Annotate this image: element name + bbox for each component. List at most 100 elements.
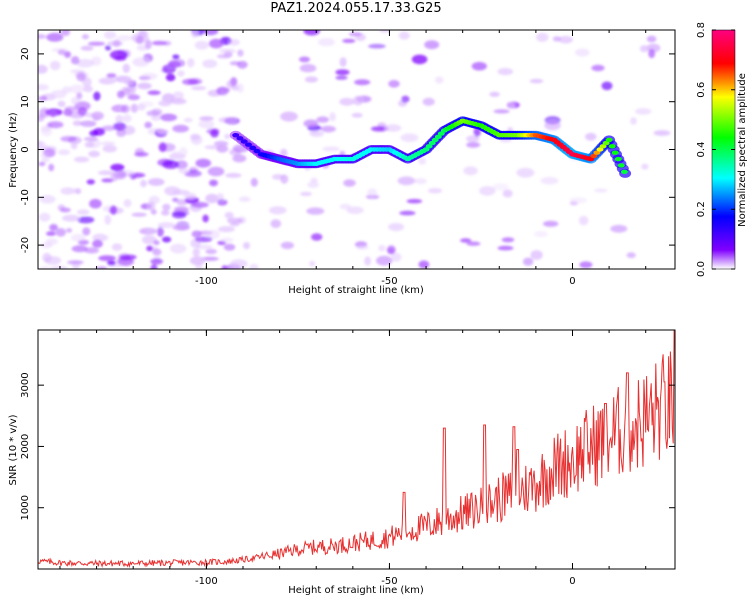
noise-cell: [98, 255, 116, 262]
noise-cell: [411, 54, 428, 65]
noise-cell: [221, 265, 229, 269]
colorbar-ticks: 0.0 0.2 0.4 0.6 0.8: [696, 22, 735, 277]
noise-cell: [544, 120, 561, 131]
noise-cell: [177, 70, 185, 77]
noise-cell: [42, 252, 52, 263]
noise-cell: [146, 245, 154, 252]
noise-cell: [117, 90, 125, 99]
ridge-cell: [599, 144, 607, 149]
noise-cell: [216, 88, 230, 93]
noise-cell: [335, 69, 350, 76]
noise-cell: [132, 57, 150, 67]
noise-cell: [236, 60, 248, 69]
noise-cell: [376, 255, 393, 266]
noise-cell: [471, 61, 487, 71]
noise-cell: [224, 211, 234, 219]
noise-cell: [536, 32, 549, 42]
noise-cell: [122, 63, 130, 73]
noise-cell: [356, 245, 369, 251]
noise-cell: [81, 34, 89, 40]
noise-cell: [280, 174, 289, 184]
noise-cell: [183, 117, 193, 123]
noise-cell: [466, 135, 480, 143]
snr-x-axis-label: Height of straight line (km): [288, 585, 424, 596]
noise-cell: [92, 239, 103, 248]
noise-cell: [522, 257, 534, 266]
ridge-cell: [437, 131, 445, 136]
noise-cell: [187, 58, 195, 68]
noise-cell: [516, 167, 535, 178]
noise-cell: [530, 250, 543, 260]
colorbar-tick-label: 0.2: [696, 201, 707, 217]
noise-cell: [134, 151, 149, 157]
noise-cell: [460, 238, 472, 243]
ridge-cell: [428, 140, 436, 146]
noise-cell: [97, 170, 115, 176]
noise-cell: [60, 136, 77, 142]
spectrogram-y-axis-label: Frequency (Hz): [8, 112, 19, 188]
noise-cell: [102, 145, 117, 153]
noise-cell: [184, 172, 202, 178]
noise-cell: [348, 32, 363, 37]
noise-cell: [506, 102, 516, 110]
noise-cell: [492, 183, 509, 191]
noise-cell: [249, 263, 259, 269]
noise-cell: [130, 103, 139, 113]
noise-cell: [300, 191, 312, 197]
noise-cell: [172, 189, 190, 195]
noise-cell: [172, 197, 179, 202]
noise-cell: [50, 265, 68, 269]
noise-cell: [493, 109, 510, 114]
noise-cell: [190, 201, 209, 208]
noise-cell: [101, 125, 116, 131]
colorbar-label: Normalized spectral amplitude: [737, 73, 748, 227]
noise-cell: [72, 120, 82, 126]
noise-cell: [86, 179, 96, 185]
noise-cell: [49, 111, 57, 118]
noise-cell: [101, 234, 110, 241]
noise-cell: [103, 31, 117, 40]
noise-cell: [71, 96, 80, 105]
noise-cell: [69, 84, 85, 94]
noise-cell: [219, 48, 236, 54]
snr-series-line: [38, 330, 675, 569]
ridge-cell: [611, 150, 619, 155]
colorbar-tick-label: 0.4: [696, 142, 707, 158]
noise-cell: [172, 124, 189, 133]
ridge-cell: [608, 144, 616, 149]
noise-cell: [368, 43, 386, 49]
noise-cell: [196, 244, 213, 250]
noise-cell: [250, 177, 258, 187]
ridge-cell: [422, 147, 430, 152]
noise-cell: [641, 163, 649, 170]
noise-cell: [140, 179, 147, 188]
noise-cell: [414, 178, 427, 185]
ridge-cell: [434, 134, 442, 139]
noise-cell: [161, 210, 170, 216]
noise-cell: [427, 188, 443, 194]
noise-cell: [107, 40, 124, 47]
noise-cell: [109, 205, 118, 215]
noise-cell: [646, 35, 657, 43]
noise-cell: [142, 235, 157, 245]
noise-cell: [39, 212, 51, 222]
noise-cell: [232, 154, 247, 163]
noise-cell: [418, 260, 430, 269]
noise-cell: [191, 86, 207, 91]
noise-cell: [384, 124, 402, 132]
noise-cell: [105, 45, 111, 51]
ridge-cell: [614, 156, 622, 162]
noise-cell: [205, 193, 219, 204]
noise-cell: [110, 172, 119, 182]
noise-cell: [137, 30, 149, 38]
noise-cell: [101, 178, 114, 183]
noise-cell: [150, 264, 158, 269]
noise-cell: [76, 58, 94, 68]
noise-cell: [309, 260, 316, 267]
noise-cell: [209, 179, 218, 187]
noise-cell: [184, 192, 197, 200]
noise-cell: [529, 78, 544, 84]
noise-cell: [70, 233, 86, 242]
